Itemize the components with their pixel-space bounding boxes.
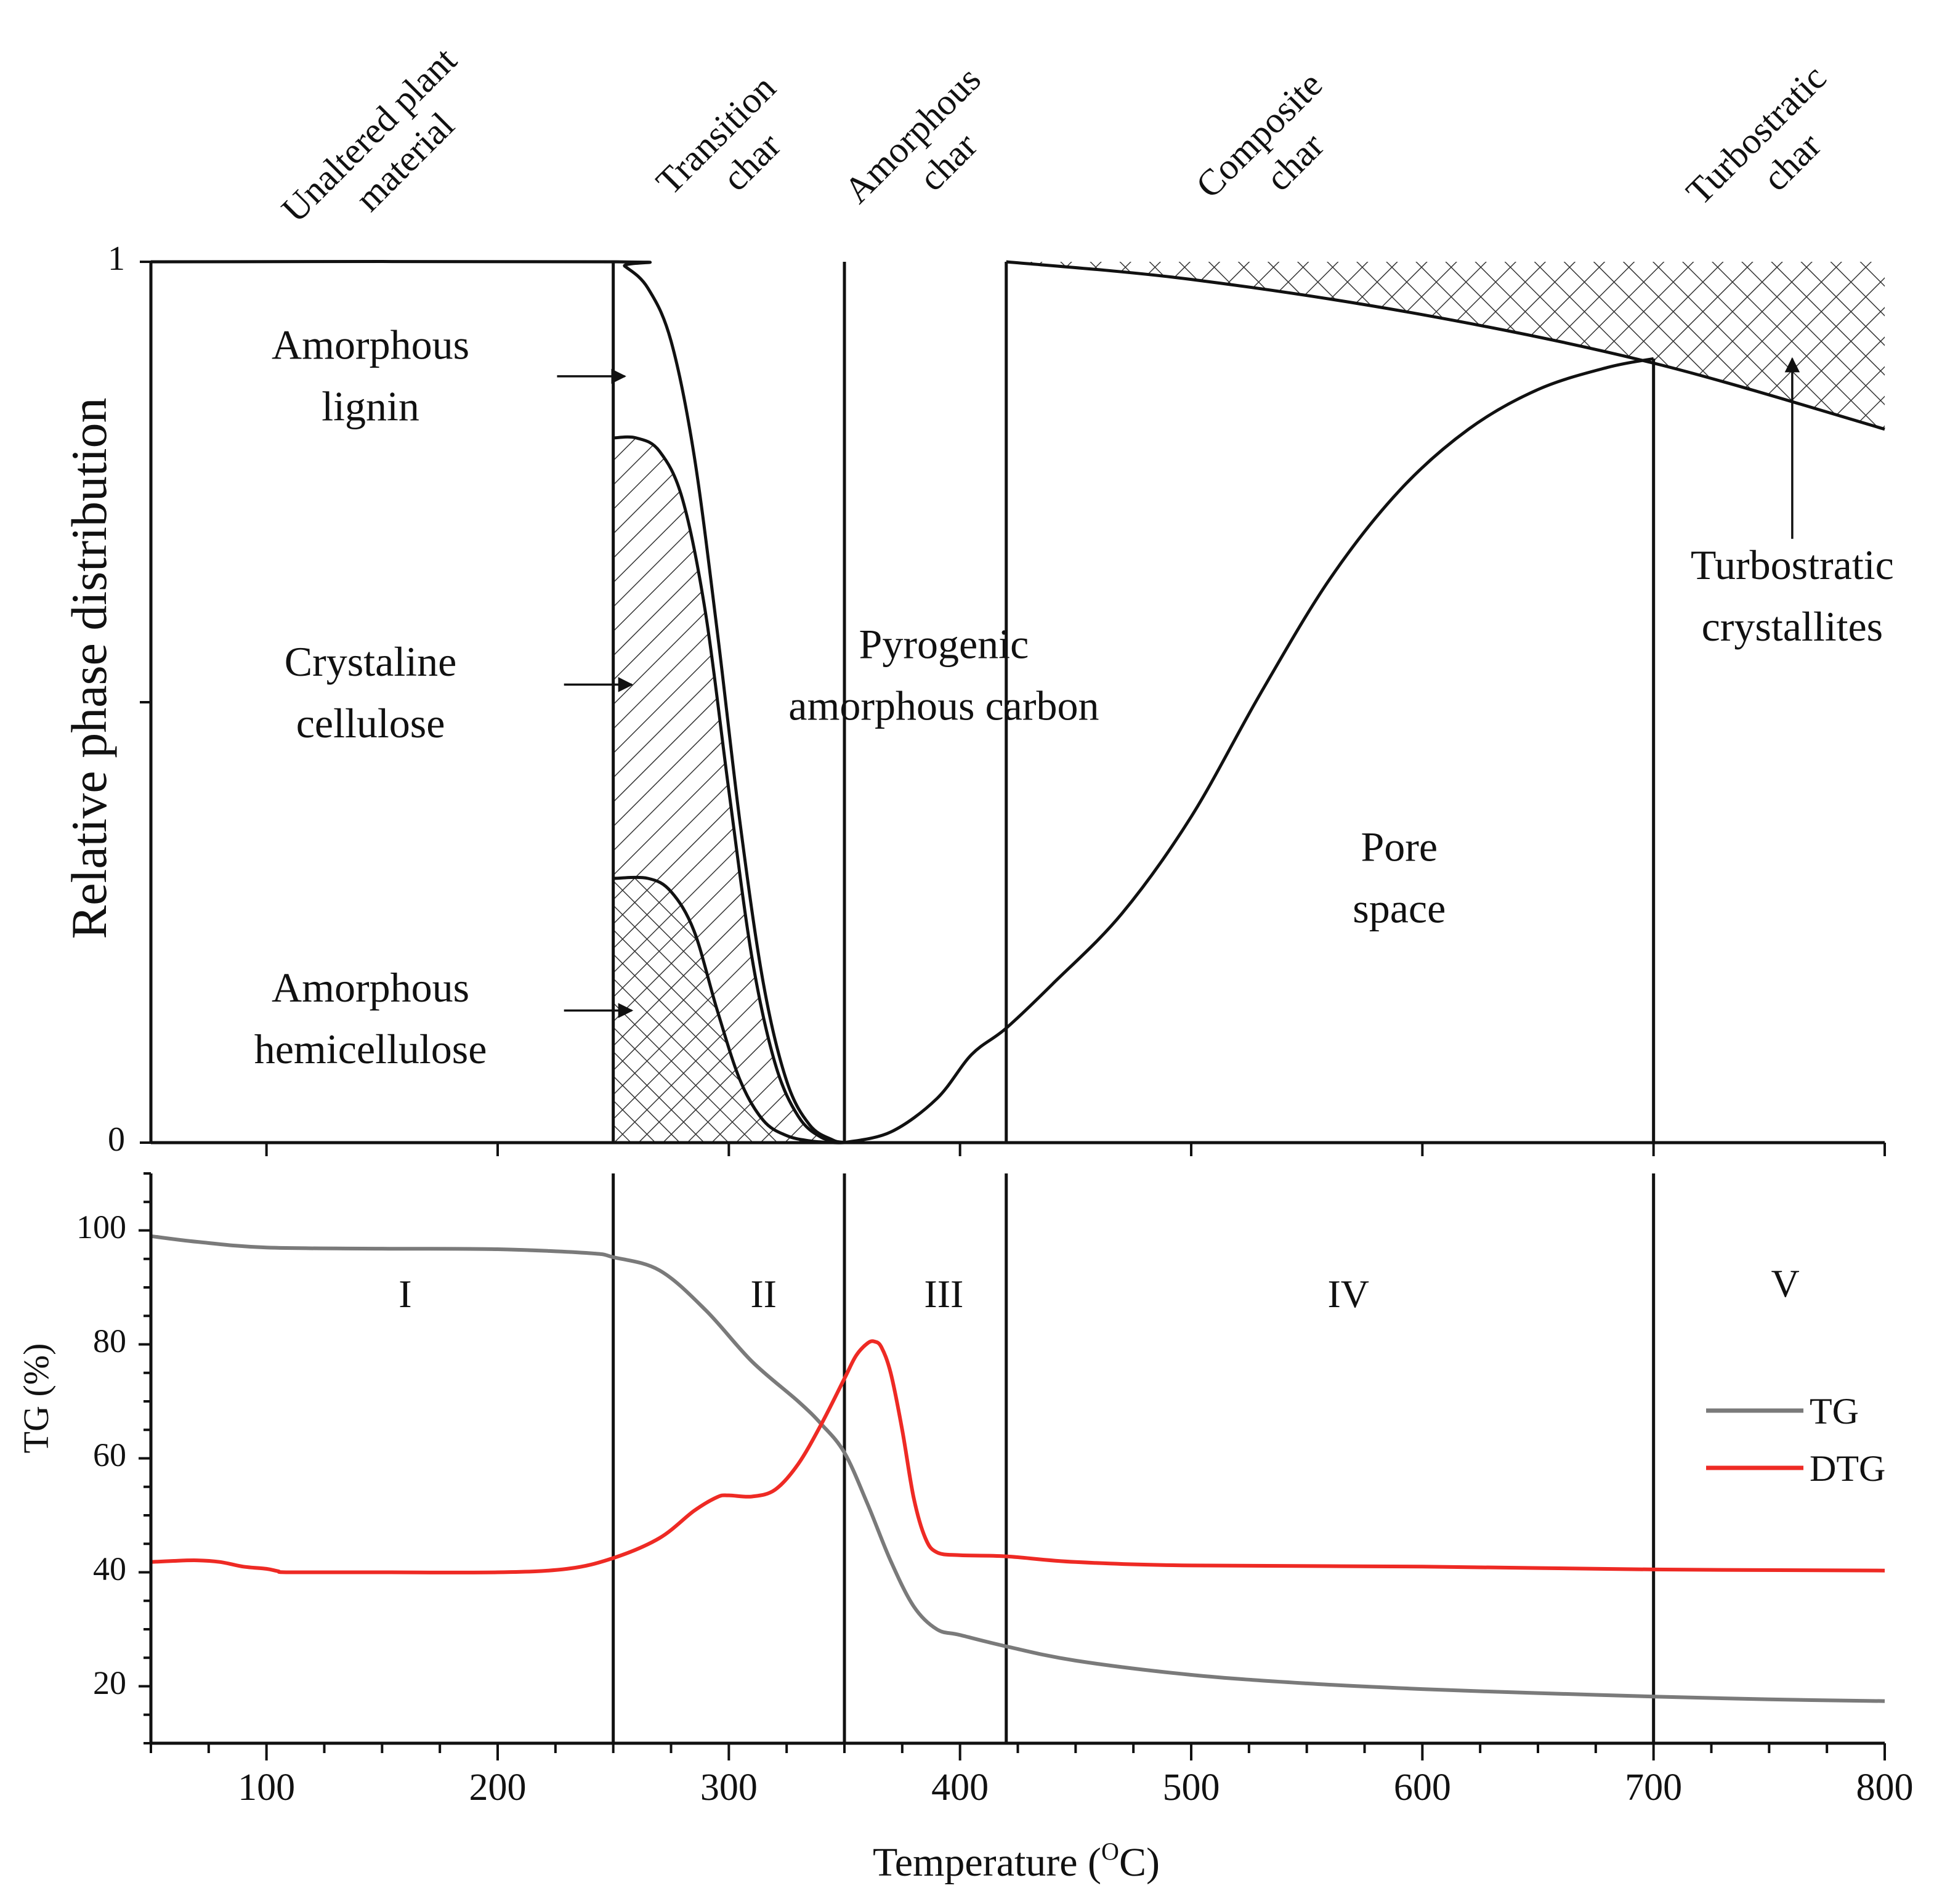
amorphous-hemicellulose-area — [613, 877, 844, 1143]
turbostratic-crystallites-area — [1006, 262, 1885, 429]
x-tick-label: 600 — [1394, 1767, 1451, 1809]
lignin-curve — [150, 259, 845, 1144]
annotation-pore-space: Pore space — [1353, 823, 1446, 931]
pyrogenic-carbon-curve — [844, 357, 1654, 1144]
annotation-line1: Turbostratic — [1691, 541, 1894, 588]
annotation-crystaline-cellulose: Crystaline cellulose — [285, 638, 634, 747]
annotation-pyrogenic-carbon: Pyrogenic amorphous carbon — [788, 621, 1099, 729]
tg-y-tick-label: 20 — [93, 1664, 126, 1701]
x-tick-label: 800 — [1856, 1767, 1914, 1809]
annotation-line2: crystallites — [1702, 603, 1883, 650]
annotation-line1: Amorphous — [272, 321, 469, 368]
annotation-amorphous-hemicellulose: Amorphous hemicellulose — [254, 964, 634, 1072]
tg-y-tick-label: 100 — [76, 1209, 126, 1246]
tg-y-tick-label: 40 — [93, 1550, 126, 1587]
x-tick-label: 100 — [238, 1767, 295, 1809]
x-tick-label: 700 — [1625, 1767, 1682, 1809]
phase-panel: 0 1 Relative phase distribution Unaltere… — [61, 39, 1894, 1159]
annotation-line2: hemicellulose — [254, 1026, 487, 1072]
annotation-line2: amorphous carbon — [788, 683, 1099, 729]
stage-label-transition: Transition char — [648, 67, 788, 203]
annotation-line2: cellulose — [296, 700, 445, 747]
region-label-v: V — [1771, 1262, 1799, 1305]
legend-dtg-label: DTG — [1810, 1448, 1885, 1489]
annotation-line1: Pyrogenic — [859, 621, 1029, 668]
x-axis-label-main: Temperature ( — [873, 1840, 1101, 1885]
x-axis-label: Temperature (OC) — [873, 1837, 1160, 1885]
annotation-amorphous-lignin: Amorphous lignin — [272, 321, 626, 429]
cellulose-curve — [613, 435, 845, 1144]
stage-label-amorphous: Amorphous char — [836, 59, 989, 211]
phase-y-tick-label-0: 0 — [108, 1120, 125, 1159]
turbostratic-crystallites-curve — [1006, 260, 1885, 431]
tg-y-tick-label: 80 — [93, 1323, 126, 1359]
x-axis-label-degree: O — [1101, 1837, 1119, 1865]
x-tick-label: 300 — [700, 1767, 758, 1809]
region-label-iii: III — [924, 1272, 963, 1316]
phase-y-tick-label-1: 1 — [108, 240, 125, 278]
tg-y-axis-label: TG (%) — [16, 1343, 56, 1454]
x-tick-label: 400 — [931, 1767, 989, 1809]
x-tick-label: 500 — [1163, 1767, 1220, 1809]
annotation-line2: lignin — [322, 383, 419, 429]
phase-axis-ticks — [140, 261, 151, 1144]
annotation-line2: space — [1353, 885, 1446, 931]
stage-label-unaltered: Unaltered plant material — [273, 39, 464, 230]
phase-y-axis-label: Relative phase distribution — [61, 397, 117, 939]
legend: TG DTG — [1706, 1391, 1885, 1489]
x-axis-label-unit: C) — [1119, 1840, 1160, 1885]
tg-series-line — [150, 1234, 1885, 1703]
annotation-turbostratic-crystallites: Turbostratic crystallites — [1691, 357, 1894, 650]
dtg-series-line — [150, 1339, 1885, 1574]
stage-label-composite: Composite char — [1188, 64, 1332, 206]
stage-label-line1: Turbostratic — [1678, 57, 1834, 213]
annotation-line1: Crystaline — [285, 638, 457, 685]
x-tick-label: 200 — [469, 1767, 527, 1809]
annotation-line1: Amorphous — [272, 964, 469, 1011]
region-label-iv: IV — [1327, 1272, 1369, 1316]
annotation-line1: Pore — [1361, 823, 1438, 870]
legend-tg-label: TG — [1810, 1391, 1859, 1432]
region-label-i: I — [399, 1272, 411, 1316]
tg-y-tick-label: 60 — [93, 1436, 126, 1473]
tg-panel: 20 40 60 80 100 100 200 300 400 500 600 … — [16, 1143, 1914, 1885]
stage-label-turbostratic: Turbostratic char — [1678, 57, 1834, 213]
region-label-ii: II — [750, 1272, 777, 1316]
tg-axis-ticks — [139, 1143, 1886, 1760]
